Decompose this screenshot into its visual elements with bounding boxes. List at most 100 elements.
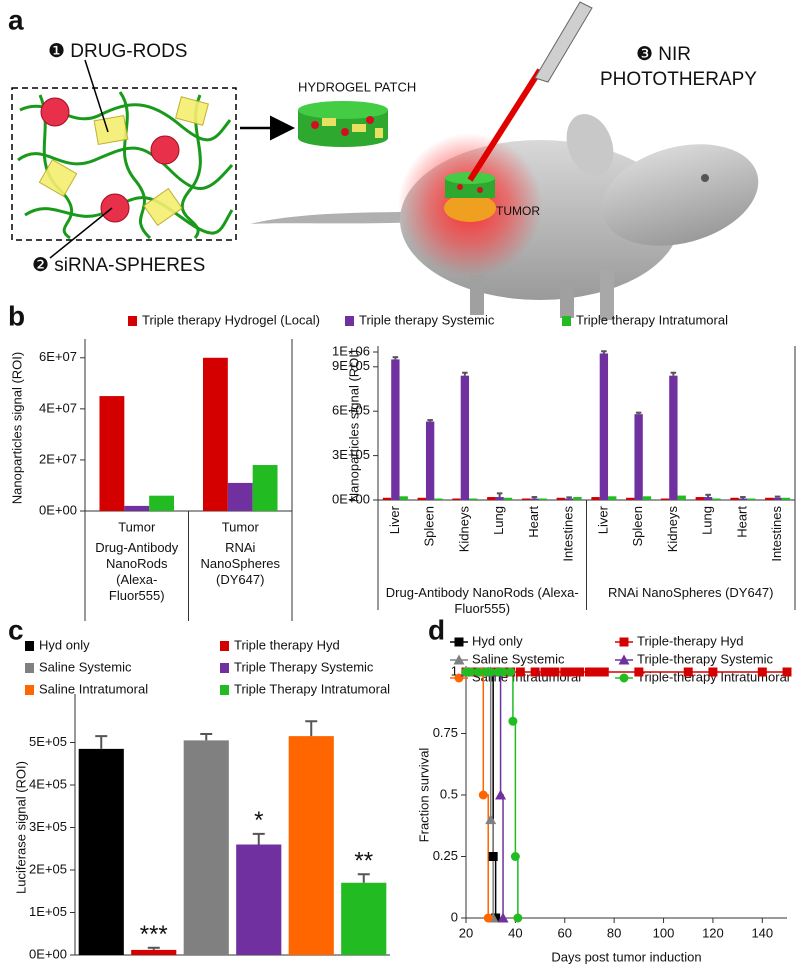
y-tick-label: 0.25 xyxy=(433,848,458,863)
bar xyxy=(417,497,426,500)
y-tick-label: 0.75 xyxy=(433,725,458,740)
y-tick-label: 0.5 xyxy=(440,786,458,801)
significance: ** xyxy=(354,848,373,875)
bar xyxy=(538,498,547,500)
marker xyxy=(560,667,570,677)
y-axis-label: Nanoparticles signal (ROI) xyxy=(346,350,361,502)
x-tick-label: Intestines xyxy=(561,506,576,562)
group-box: Drug-Antibody NanoRods (Alexa-Fluor555) xyxy=(95,540,178,603)
bar xyxy=(564,498,574,500)
bar xyxy=(434,498,443,500)
bar xyxy=(288,736,334,955)
y-tick-label: 6E+05 xyxy=(332,403,370,418)
legend-label: Triple therapy Systemic xyxy=(359,312,495,327)
bar xyxy=(469,498,478,500)
group-label: RNAi NanoSpheres (DY647) xyxy=(200,540,281,587)
bar xyxy=(703,497,713,500)
panel-label: b xyxy=(8,300,25,331)
x-tick-label: Spleen xyxy=(422,506,437,546)
bar xyxy=(227,482,253,511)
marker xyxy=(540,667,550,677)
tumor xyxy=(444,194,496,222)
legend-label: Saline Intratumoral xyxy=(39,681,148,696)
group-box: RNAi NanoSpheres (DY647) xyxy=(608,585,773,600)
rods xyxy=(38,96,209,227)
bar xyxy=(425,421,435,500)
bar xyxy=(99,396,125,511)
legend-swatch xyxy=(128,316,137,326)
diagram-label: ❸ NIR xyxy=(636,44,691,65)
bar xyxy=(642,496,652,500)
panel-label: a xyxy=(8,4,24,35)
marker xyxy=(515,667,525,677)
bar xyxy=(730,497,739,500)
bar xyxy=(608,496,617,500)
bar xyxy=(660,498,670,500)
y-tick-label: 3E+05 xyxy=(29,819,67,834)
legend-swatch xyxy=(25,641,34,651)
marker xyxy=(565,667,575,677)
x-tick-label: Kidneys xyxy=(665,506,680,553)
marker xyxy=(485,814,497,825)
marker xyxy=(478,790,488,800)
y-axis-label: Nanoparticles signal (ROI) xyxy=(9,352,24,504)
group-box: RNAi NanoSpheres (DY647) xyxy=(200,540,281,587)
bar xyxy=(487,497,496,500)
legend-label: Triple-therapy Systemic xyxy=(637,651,774,666)
legend-marker xyxy=(618,654,630,665)
diagram-label: HYDROGEL PATCH xyxy=(298,79,416,94)
marker xyxy=(473,667,483,677)
significance: * xyxy=(254,807,263,834)
y-tick-label: 1 xyxy=(451,663,458,678)
bar xyxy=(738,498,748,500)
bar xyxy=(765,497,774,500)
x-tick-label: Intestines xyxy=(769,506,784,562)
y-tick-label: 5E+05 xyxy=(29,734,67,749)
legend-marker xyxy=(619,673,629,683)
bar xyxy=(460,375,470,500)
y-tick-label: 1E+05 xyxy=(29,904,67,919)
x-tick-label: 40 xyxy=(508,925,522,940)
y-tick-label: 9E+05 xyxy=(332,358,370,373)
legend-label: Triple therapy Intratumoral xyxy=(576,312,728,327)
bar xyxy=(521,498,531,500)
bar xyxy=(530,498,539,500)
marker xyxy=(594,667,604,677)
laser-beam xyxy=(467,68,543,182)
y-tick-label: 4E+05 xyxy=(29,776,67,791)
diagram: a ❶ DRUG-RODS ❷ siRNA-SPHERES HYDROGEL P… xyxy=(8,1,759,320)
matrix-box xyxy=(11,87,237,241)
x-axis-label: Days post tumor induction xyxy=(551,949,701,964)
x-tick-label: Lung xyxy=(491,506,506,535)
bar xyxy=(124,505,150,511)
marker xyxy=(495,789,507,800)
bar xyxy=(677,495,686,500)
bar xyxy=(252,465,278,511)
marker xyxy=(486,667,496,677)
significance: *** xyxy=(140,921,168,948)
marker xyxy=(757,667,767,677)
bar xyxy=(573,497,582,500)
x-tick-label: 100 xyxy=(653,925,675,940)
y-axis-label: Fraction survival xyxy=(416,748,431,843)
bar xyxy=(599,353,609,500)
bar xyxy=(236,844,282,955)
y-tick-label: 0E+00 xyxy=(29,946,67,961)
y-tick-label: 4E+07 xyxy=(39,400,77,415)
bar xyxy=(149,495,175,511)
marker xyxy=(488,852,498,861)
marker xyxy=(466,667,476,677)
marker xyxy=(545,667,555,677)
marker xyxy=(530,667,540,677)
legend-label: Hyd only xyxy=(472,633,523,648)
marker xyxy=(497,912,509,923)
legend-label: Hyd only xyxy=(39,637,90,652)
diagram-label: PHOTOTHERAPY xyxy=(600,69,757,90)
legend-label: Triple-therapy Intratumoral xyxy=(637,669,790,684)
y-tick-label: 2E+05 xyxy=(29,861,67,876)
y-tick-label: 0 xyxy=(451,909,458,924)
bar xyxy=(183,740,229,955)
bar xyxy=(712,498,721,500)
x-tick-label: 60 xyxy=(558,925,572,940)
